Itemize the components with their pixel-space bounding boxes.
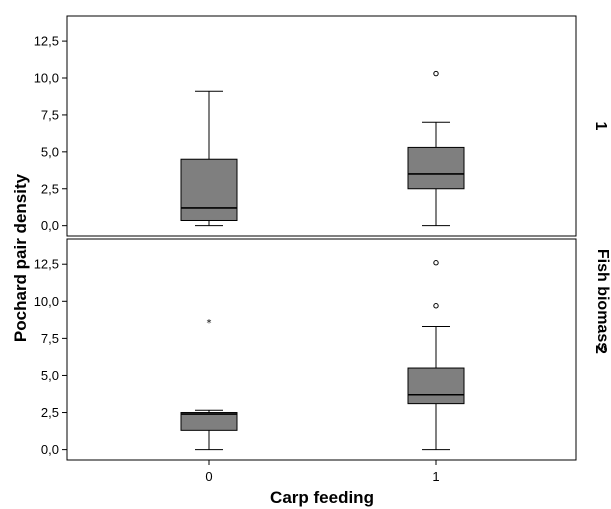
y-tick-label: 2,5 <box>41 181 59 196</box>
iqr-box <box>407 146 465 190</box>
extreme-point: * <box>207 318 212 329</box>
y-axis-title: Pochard pair density <box>11 173 30 342</box>
y-tick-label: 10,0 <box>34 294 59 309</box>
iqr-box <box>180 412 238 431</box>
x-tick-label: 0 <box>205 469 212 484</box>
panel-frame <box>66 238 577 461</box>
y-tick-label: 0,0 <box>41 442 59 457</box>
iqr-box <box>180 158 238 221</box>
panel-label-1: 1 <box>592 122 609 131</box>
y-tick-label: 7,5 <box>41 107 59 122</box>
box-2-0: * <box>180 318 238 451</box>
y-tick-label: 12,5 <box>34 34 59 49</box>
y-tick-label: 2,5 <box>41 405 59 420</box>
box-1-0 <box>180 90 238 227</box>
box-2-1 <box>407 260 465 451</box>
outlier-point <box>433 303 439 309</box>
y-tick-label: 0,0 <box>41 218 59 233</box>
x-axis-title: Carp feeding <box>270 488 374 507</box>
outlier-point <box>433 70 439 77</box>
y-tick-label: 7,5 <box>41 331 59 346</box>
y-tick-label: 12,5 <box>34 257 59 272</box>
y-tick-label: 5,0 <box>41 368 59 383</box>
panel-label-2: 2 <box>592 345 609 354</box>
panel-1: 0,0 2,5 5,0 7,5 10,0 12,5 1 <box>34 15 609 237</box>
iqr-box <box>407 367 465 405</box>
panel-2: 0,0 2,5 5,0 7,5 10,0 12,5 * 2 <box>34 238 609 461</box>
outlier-point <box>433 260 439 266</box>
panel-frame <box>66 15 577 237</box>
box-1-1 <box>407 70 465 227</box>
x-tick-label: 1 <box>432 469 439 484</box>
y-tick-label: 10,0 <box>34 71 59 86</box>
chart-panels: 0,02,55,07,510,012,510,02,55,07,510,012,… <box>34 15 609 461</box>
facet-label-visible: Fish biomass <box>594 249 611 351</box>
y-tick-label: 5,0 <box>41 144 59 159</box>
